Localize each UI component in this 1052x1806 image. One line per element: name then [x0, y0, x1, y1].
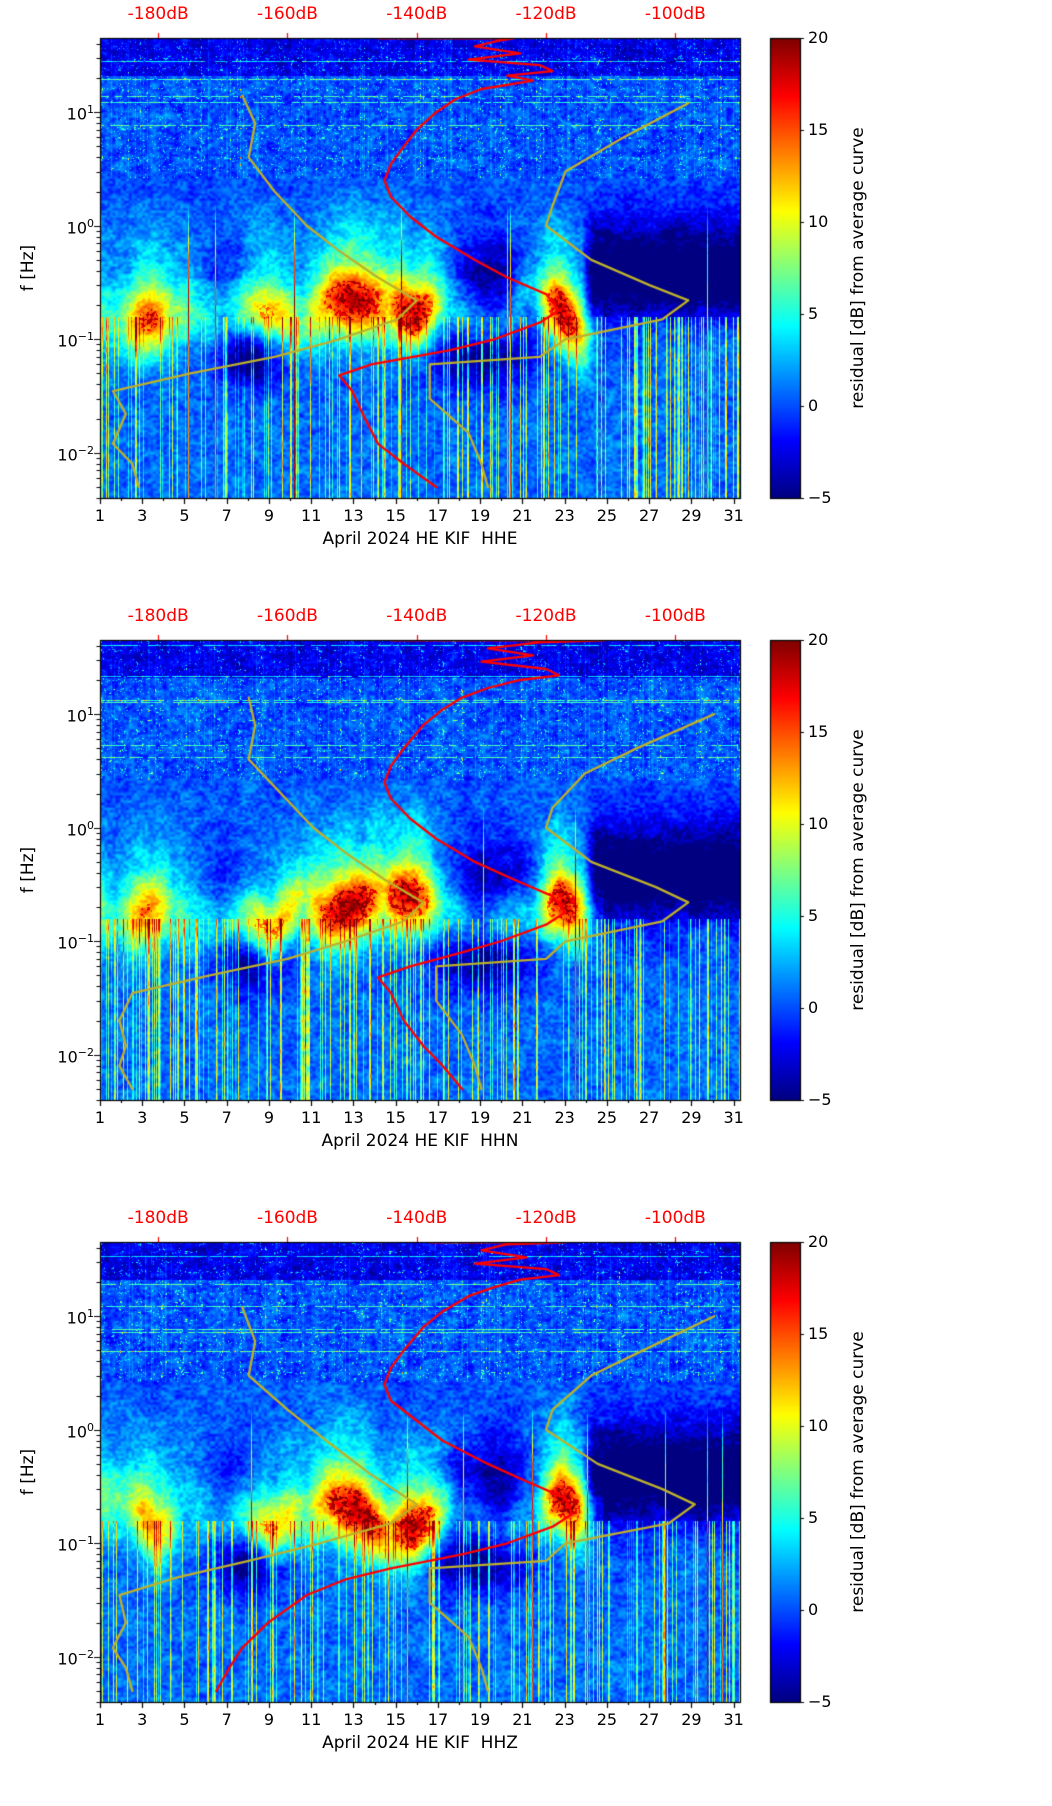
spectrogram-panel-hhe: -180dB -160dB -140dB -120dB -100dB 1 3 5 7 9 11 13 1…: [0, 0, 1052, 602]
y-axis-label: f [Hz]: [18, 846, 38, 894]
y-axis-label: f [Hz]: [18, 1448, 38, 1496]
spectrogram-canvas-hhn: [0, 602, 1052, 1204]
spectrogram-panel-hhz: -180dB -160dB -140dB -120dB -100dB 1 3 5 7 9 11 13 1…: [0, 1204, 1052, 1806]
spectrogram-panel-hhn: -180dB -160dB -140dB -120dB -100dB 1 3 5 7 9 11 13 1…: [0, 602, 1052, 1204]
y-axis-label: f [Hz]: [18, 244, 38, 292]
spectrogram-canvas-hhe: [0, 0, 1052, 602]
x-axis-label: April 2024 HE KIF HHZ: [322, 1733, 518, 1753]
colorbar-label: residual [dB] from average curve: [848, 127, 868, 409]
x-axis-label: April 2024 HE KIF HHN: [321, 1131, 519, 1151]
x-axis-label: April 2024 HE KIF HHE: [322, 529, 518, 549]
colorbar-label: residual [dB] from average curve: [848, 1331, 868, 1613]
colorbar-label: residual [dB] from average curve: [848, 729, 868, 1011]
spectrogram-canvas-hhz: [0, 1204, 1052, 1806]
